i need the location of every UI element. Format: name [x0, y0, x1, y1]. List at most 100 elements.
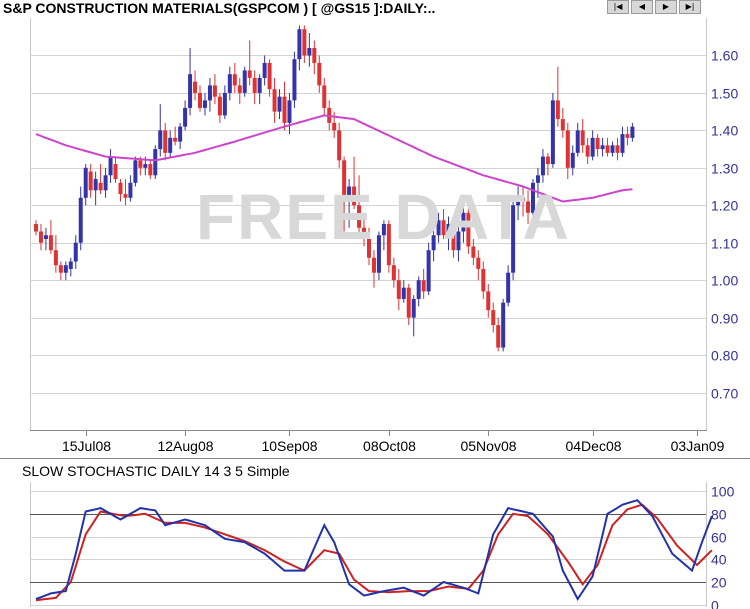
candle [366, 227, 371, 266]
candle [317, 55, 322, 93]
sub-y-tick-label: 60 [711, 530, 727, 546]
candle [252, 70, 257, 105]
candle [277, 89, 282, 120]
candle [257, 74, 262, 105]
candle [73, 235, 78, 269]
candle [342, 156, 347, 232]
candle-body [108, 156, 113, 176]
candle-body [113, 164, 118, 180]
candle-body [242, 70, 247, 93]
nav-next-button[interactable]: ▶ [655, 0, 677, 14]
candle [555, 66, 560, 127]
candle [188, 47, 193, 116]
nav-first-button[interactable]: |◀ [607, 0, 629, 14]
candle-body [357, 205, 362, 228]
sub-y-tick-label: 80 [711, 507, 727, 523]
candle [620, 126, 625, 157]
candle [486, 283, 491, 318]
candle-body [630, 126, 635, 138]
nav-prev-button[interactable]: ◀ [631, 0, 653, 14]
candle-body [496, 325, 501, 348]
candle [347, 179, 352, 228]
candle-body [471, 246, 476, 258]
sub-y-tick-label: 0 [711, 598, 719, 609]
candle-body [292, 59, 297, 101]
candle [376, 231, 381, 281]
candle [496, 317, 501, 352]
nav-last-button[interactable]: ▶| [679, 0, 701, 14]
sub-y-axis: 0 20 40 60 80 100 [711, 484, 735, 609]
candle-body [431, 235, 436, 251]
candle [193, 70, 198, 101]
candle-body [401, 287, 406, 299]
candle-body [575, 130, 580, 153]
candle-body [501, 302, 506, 348]
candle-body [78, 197, 83, 243]
candle [426, 242, 431, 296]
candle [158, 104, 163, 157]
candle-body [466, 212, 471, 247]
candle-body [98, 182, 103, 191]
candle-body [322, 85, 327, 108]
candle [98, 164, 103, 195]
main-y-tick-label: 1.40 [711, 123, 738, 139]
candle-body [317, 62, 322, 86]
watermark-text: FREE DATA [196, 181, 571, 253]
candle-body [396, 280, 401, 299]
candle-body [366, 238, 371, 258]
candle [391, 257, 396, 288]
candle [322, 77, 327, 116]
candle-body [143, 164, 148, 168]
candle-body [277, 96, 282, 112]
candle [227, 66, 232, 101]
candle [511, 197, 516, 281]
candle-body [406, 287, 411, 318]
candle [560, 107, 565, 138]
candle-body [302, 29, 307, 56]
candle-body [610, 145, 615, 153]
candle-body [212, 85, 217, 97]
main-x-tick-label: 08Oct08 [363, 438, 416, 454]
candle-body [312, 47, 317, 63]
candle [590, 130, 595, 161]
candle [506, 265, 511, 307]
candle-body [307, 47, 312, 56]
candle [237, 77, 242, 105]
candle [526, 190, 531, 224]
candle-body [521, 197, 526, 202]
candle [421, 268, 426, 299]
candle [267, 59, 272, 97]
candle [585, 137, 590, 165]
candle [78, 186, 83, 251]
candle [183, 100, 188, 131]
candle [461, 205, 466, 243]
candle [148, 160, 153, 180]
candle [615, 137, 620, 161]
candle-body [456, 231, 461, 251]
main-x-tick-label: 04Dec08 [565, 438, 621, 454]
main-x-tick-label: 10Sep08 [261, 438, 317, 454]
candle-body [43, 235, 48, 239]
candle-body [282, 96, 287, 123]
candle [521, 186, 526, 217]
candle-body [158, 130, 163, 150]
candle [436, 212, 441, 243]
candle [108, 149, 113, 183]
candle [516, 186, 521, 221]
candle [202, 92, 207, 116]
candle-body [332, 122, 337, 131]
candle-body [550, 100, 555, 165]
candle-body [555, 100, 560, 120]
main-y-tick-label: 1.20 [711, 198, 738, 214]
stochastic-d-line [35, 503, 713, 602]
candle-body [436, 220, 441, 236]
candle-body [163, 130, 168, 153]
candle-body [237, 85, 242, 93]
candle [212, 74, 217, 105]
candle-body [83, 167, 88, 198]
candle-body [506, 272, 511, 303]
candle [34, 220, 38, 236]
candle [456, 224, 461, 262]
candle-body [362, 227, 367, 239]
candle-body [267, 62, 272, 90]
